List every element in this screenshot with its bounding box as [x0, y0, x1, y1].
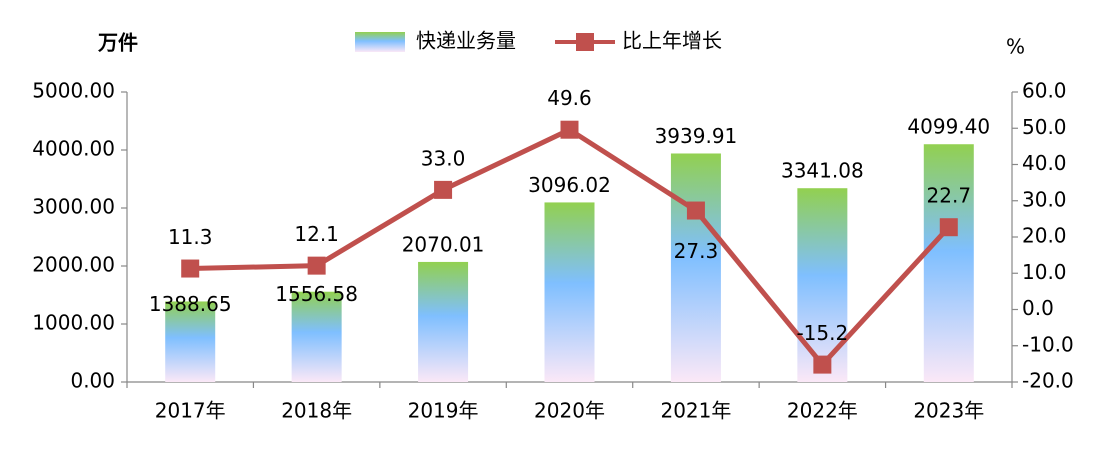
y2-tick-label: 40.0	[1022, 151, 1067, 175]
line-marker	[434, 180, 453, 199]
x-tick-label: 2019年	[408, 399, 479, 423]
y2-tick-label: 0.0	[1022, 296, 1054, 320]
y-tick-label: 2000.00	[32, 253, 115, 277]
bar	[418, 261, 469, 382]
x-tick-label: 2018年	[281, 399, 352, 423]
y-tick-label: 1000.00	[32, 311, 115, 335]
bar	[923, 144, 974, 382]
bar-value-label: 4099.40	[907, 115, 990, 139]
x-tick-label: 2017年	[155, 399, 226, 423]
y2-tick-label: 30.0	[1022, 187, 1067, 211]
bar-value-label: 2070.01	[402, 232, 485, 256]
x-tick-label: 2023年	[913, 399, 984, 423]
legend-swatch	[576, 33, 594, 51]
bar-value-label: 3096.02	[528, 173, 611, 197]
y2-tick-label: -20.0	[1022, 369, 1074, 393]
y2-tick-label: 20.0	[1022, 224, 1067, 248]
line-marker	[307, 256, 326, 275]
bar	[544, 202, 595, 382]
bar	[291, 291, 342, 382]
y2-axis-label: %	[1006, 35, 1025, 59]
y-tick-label: 5000.00	[32, 79, 115, 103]
bar-value-label: 1388.65	[149, 292, 232, 316]
y-tick-label: 4000.00	[32, 137, 115, 161]
line-value-label: 33.0	[421, 146, 466, 170]
bar-value-label: 1556.58	[275, 282, 358, 306]
bar-value-label: 3939.91	[655, 124, 738, 148]
legend-label: 快递业务量	[416, 29, 516, 53]
y-tick-label: 3000.00	[32, 195, 115, 219]
line-marker	[181, 259, 200, 278]
line-marker	[686, 201, 705, 220]
x-tick-label: 2021年	[660, 399, 731, 423]
bar	[797, 188, 848, 382]
y2-tick-label: 10.0	[1022, 260, 1067, 284]
y-tick-label: 0.00	[70, 369, 115, 393]
legend-label: 比上年增长	[622, 29, 722, 53]
y2-tick-label: 50.0	[1022, 115, 1067, 139]
x-tick-label: 2022年	[787, 399, 858, 423]
y2-tick-label: 60.0	[1022, 79, 1067, 103]
bar	[670, 153, 721, 382]
line-value-label: -15.2	[796, 321, 848, 345]
y2-tick-label: -10.0	[1022, 332, 1074, 356]
line-value-label: 11.3	[168, 225, 213, 249]
line-marker	[939, 218, 958, 237]
line-value-label: 27.3	[674, 239, 719, 263]
bar-value-label: 3341.08	[781, 159, 864, 183]
x-tick-label: 2020年	[534, 399, 605, 423]
line-value-label: 49.6	[547, 86, 592, 110]
line-value-label: 22.7	[927, 184, 972, 208]
line-marker	[560, 120, 579, 139]
y-axis-label: 万件	[97, 31, 138, 55]
legend-swatch	[355, 32, 405, 52]
line-marker	[813, 355, 832, 374]
line-value-label: 12.1	[294, 222, 339, 246]
bar	[165, 301, 216, 382]
